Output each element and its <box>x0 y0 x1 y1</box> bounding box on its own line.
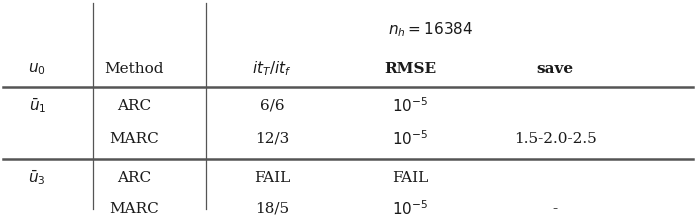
Text: Method: Method <box>104 62 164 76</box>
Text: 6/6: 6/6 <box>260 99 285 113</box>
Text: 1.5-2.0-2.5: 1.5-2.0-2.5 <box>514 132 596 146</box>
Text: ARC: ARC <box>117 171 151 185</box>
Text: save: save <box>537 62 574 76</box>
Text: $u_0$: $u_0$ <box>29 61 46 77</box>
Text: $n_h = 16384$: $n_h = 16384$ <box>388 20 473 39</box>
Text: FAIL: FAIL <box>254 171 290 185</box>
Text: FAIL: FAIL <box>392 171 428 185</box>
Text: ARC: ARC <box>117 99 151 113</box>
Text: MARC: MARC <box>109 132 159 146</box>
Text: $10^{-5}$: $10^{-5}$ <box>392 130 428 148</box>
Text: MARC: MARC <box>109 202 159 216</box>
Text: $\bar{u}_1$: $\bar{u}_1$ <box>29 96 46 115</box>
Text: -: - <box>553 202 557 216</box>
Text: $10^{-5}$: $10^{-5}$ <box>392 97 428 115</box>
Text: 18/5: 18/5 <box>255 202 289 216</box>
Text: $it_T/it_f$: $it_T/it_f$ <box>252 59 292 78</box>
Text: $\bar{u}_3$: $\bar{u}_3$ <box>29 169 46 187</box>
Text: RMSE: RMSE <box>384 62 436 76</box>
Text: 12/3: 12/3 <box>255 132 289 146</box>
Text: $10^{-5}$: $10^{-5}$ <box>392 200 428 218</box>
